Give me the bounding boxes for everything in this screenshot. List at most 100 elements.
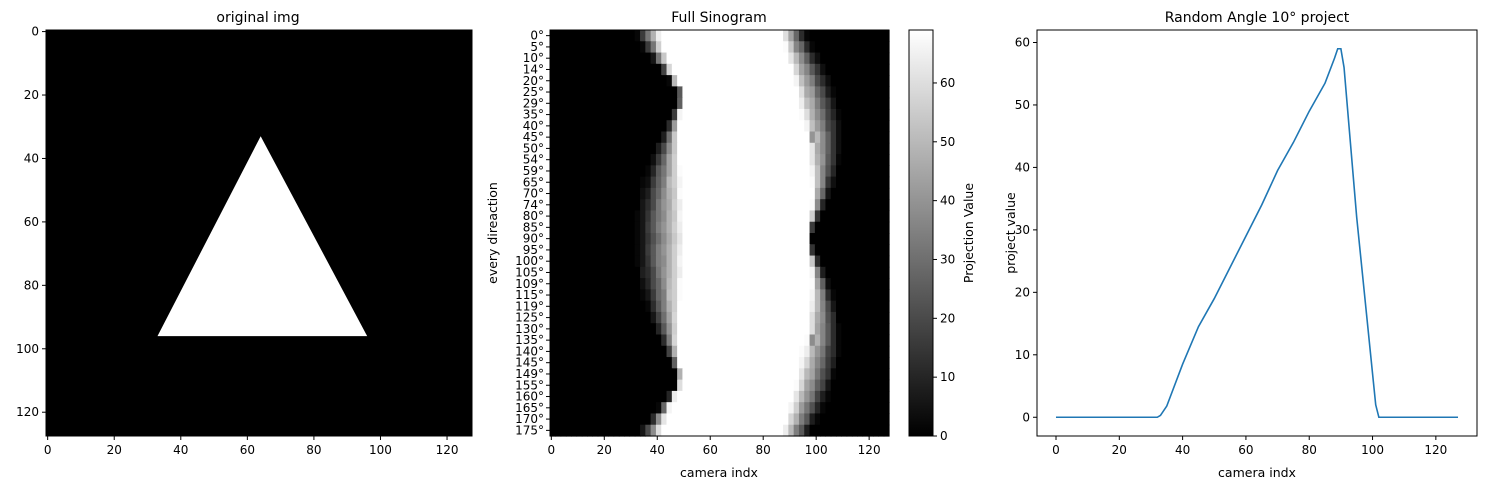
heatmap-cell [740,120,747,133]
heatmap-cell [777,334,784,347]
heatmap-cell [873,390,880,403]
heatmap-cell [873,244,880,257]
heatmap-cell [820,221,827,234]
heatmap-cell [767,402,774,415]
heatmap-cell [857,379,864,392]
heatmap-cell [629,289,636,302]
heatmap-cell [788,63,795,76]
heatmap-cell [565,108,572,121]
y-tick-label: 40 [1015,160,1030,174]
heatmap-cell [793,131,800,144]
heatmap-cell [550,413,556,426]
heatmap-cell [793,120,800,133]
heatmap-cell [809,345,816,358]
heatmap-cell [873,154,880,166]
x-tick-label: 60 [1238,443,1253,457]
heatmap-cell [618,41,625,54]
heatmap-cell [783,390,789,403]
heatmap-cell [655,165,662,178]
heatmap-cell [825,289,832,302]
heatmap-cell [883,86,890,99]
heatmap-cell [862,41,869,54]
heatmap-cell [682,52,689,65]
heatmap-cell [550,75,556,87]
heatmap-cell [846,75,853,87]
heatmap-cell [825,345,832,358]
heatmap-cell [846,142,853,155]
heatmap-cell [777,187,784,200]
y-tick-label: 0 [1022,410,1030,424]
angle-tick-label: 40° [523,119,544,133]
heatmap-cell [846,120,853,133]
heatmap-cell [550,120,556,133]
heatmap-cell [735,266,742,279]
heatmap-cell [618,345,625,358]
heatmap-cell [560,176,567,189]
heatmap-cell [793,345,800,358]
heatmap-cell [809,120,816,133]
heatmap-cell [756,30,763,42]
heatmap-cell [830,244,837,257]
heatmap-cell [677,120,684,133]
heatmap-cell [783,52,789,65]
heatmap-cell [772,75,779,87]
heatmap-cell [687,210,694,223]
heatmap-cell [777,244,784,257]
heatmap-cell [820,368,827,381]
heatmap-cell [698,390,705,403]
heatmap-cell [798,199,805,212]
heatmap-cell [624,108,631,121]
heatmap-cell [836,233,842,245]
heatmap-cell [587,424,593,437]
heatmap-cell [629,75,636,87]
heatmap-cell [793,154,800,166]
heatmap-cell [565,244,572,257]
heatmap-cell [698,278,705,290]
heatmap-cell [740,278,747,290]
heatmap-cell [618,390,625,403]
heatmap-cell [798,63,805,76]
heatmap-cell [878,97,885,110]
heatmap-cell [565,323,572,336]
heatmap-cell [814,390,821,403]
heatmap-cell [565,402,572,415]
heatmap-cell [714,334,721,347]
x-tick-label: 60 [240,443,255,457]
heatmap-cell [809,244,816,257]
heatmap-cell [571,41,578,54]
heatmap-cell [687,120,694,133]
heatmap-cell [714,97,721,110]
heatmap-cell [714,30,721,42]
heatmap-cell [703,221,710,234]
heatmap-cell [873,413,880,426]
heatmap-cell [671,120,678,133]
heatmap-cell [571,368,578,381]
heatmap-cell [565,187,572,200]
heatmap-cell [677,30,684,42]
heatmap-cell [878,52,885,65]
heatmap-cell [645,278,652,290]
heatmap-cell [624,266,631,279]
heatmap-cell [793,278,800,290]
heatmap-cell [645,413,652,426]
heatmap-cell [671,357,678,369]
angle-tick-label: 14° [523,62,544,76]
heatmap-cell [798,30,805,42]
heatmap-cell [809,41,816,54]
heatmap-cell [703,424,710,437]
heatmap-cell [613,278,620,290]
heatmap-cell [608,154,615,166]
angle-tick-label: 115° [515,288,544,302]
heatmap-cell [550,424,556,437]
heatmap-cell [836,289,842,302]
heatmap-cell [825,41,832,54]
heatmap-cell [650,233,657,245]
heatmap-cell [740,86,747,99]
heatmap-cell [798,390,805,403]
heatmap-cell [645,199,652,212]
heatmap-cell [878,210,885,223]
heatmap-cell [714,368,721,381]
heatmap-cell [772,108,779,121]
heatmap-cell [714,289,721,302]
heatmap-cell [798,244,805,257]
